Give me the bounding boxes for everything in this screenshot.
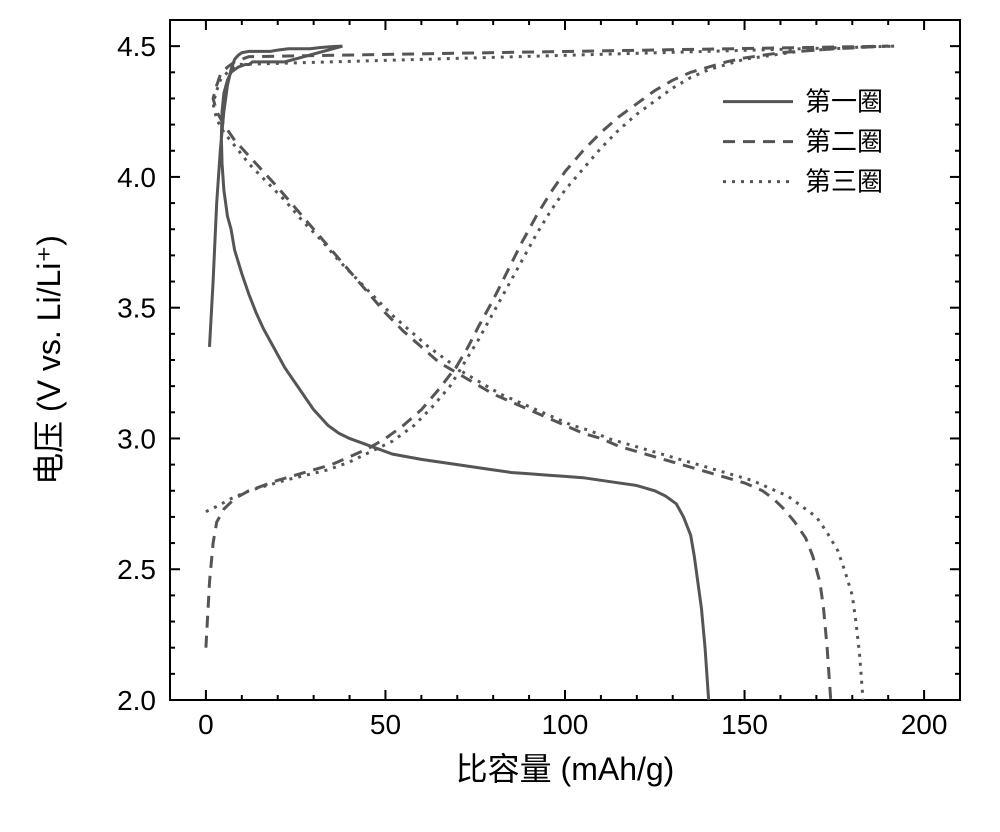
x-tick-label: 0	[198, 709, 214, 740]
y-tick-label: 3.0	[117, 423, 156, 454]
x-tick-label: 200	[901, 709, 948, 740]
x-tick-label: 150	[721, 709, 768, 740]
y-tick-label: 3.5	[117, 293, 156, 324]
series-s3	[206, 46, 895, 700]
legend-label: 第三圈	[805, 167, 883, 197]
chart-svg: 0 50 100 150 200 2.0 2.5 3.0 3.5 4.0 4.5 比容量 (mAh/g…	[0, 0, 1000, 832]
voltage-capacity-chart: 0 50 100 150 200 2.0 2.5 3.0 3.5 4.0 4.5 比容量 (mAh/g…	[0, 0, 1000, 832]
y-tick-label: 2.0	[117, 685, 156, 716]
y-axis-label: 电压 (V vs. Li/Li⁺)	[31, 235, 67, 485]
y-tick-label: 4.0	[117, 162, 156, 193]
x-tick-label: 100	[542, 709, 589, 740]
x-tick-label: 50	[370, 709, 401, 740]
y-tick-label: 4.5	[117, 31, 156, 62]
series-s2	[206, 46, 888, 700]
x-axis-label: 比容量 (mAh/g)	[456, 751, 675, 787]
plot-frame	[170, 20, 960, 700]
legend-label: 第一圈	[805, 87, 883, 117]
legend-label: 第二圈	[805, 127, 883, 157]
series-s1	[210, 46, 709, 700]
y-tick-label: 2.5	[117, 554, 156, 585]
